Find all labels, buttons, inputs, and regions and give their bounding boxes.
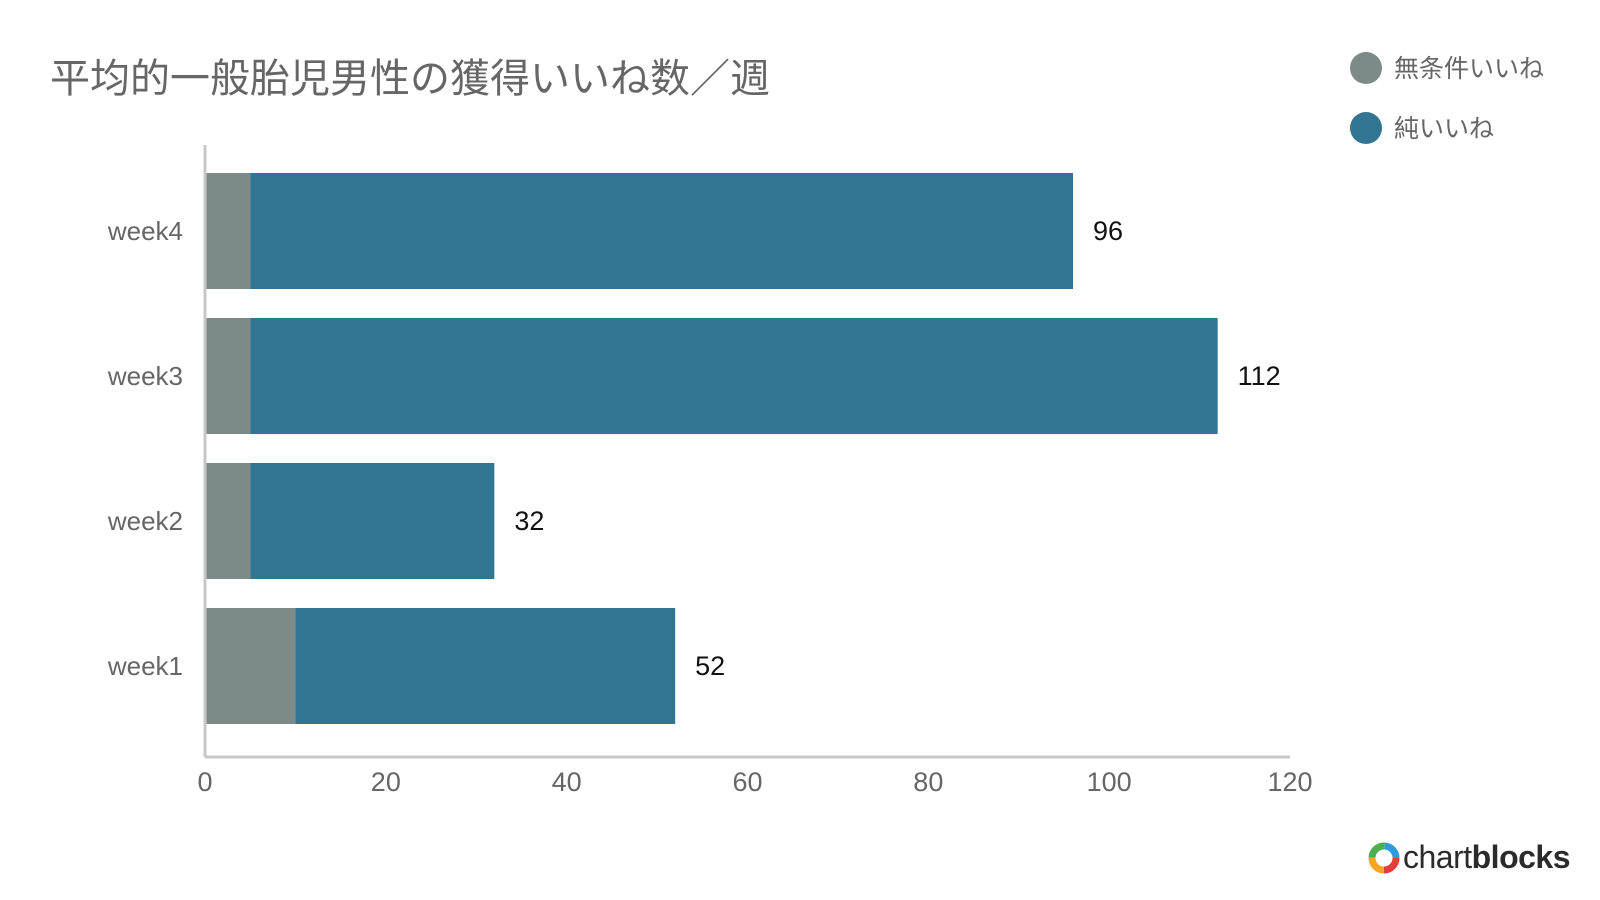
legend-marker [1350, 112, 1382, 144]
x-tick-label: 40 [552, 767, 582, 797]
bar-week4-series2 [250, 173, 1074, 289]
legend-label: 無条件いいね [1394, 54, 1544, 83]
data-label: 52 [695, 651, 725, 681]
bar-week1-series1 [205, 608, 296, 724]
brand-name: chartblocks [1402, 839, 1571, 876]
x-tick-label: 0 [197, 767, 212, 797]
category-label: week1 [107, 651, 183, 681]
x-tick-label: 100 [1087, 767, 1132, 797]
data-label: 32 [514, 506, 544, 536]
chartblocks-ring-icon [1368, 842, 1400, 873]
brand-prefix: chart [1402, 839, 1472, 875]
bar-week2-series2 [250, 463, 495, 579]
category-label: week4 [107, 216, 183, 246]
x-tick-label: 60 [732, 767, 762, 797]
bar-week3-series1 [205, 318, 251, 434]
category-label: week2 [107, 506, 183, 536]
category-label: week3 [107, 361, 183, 391]
data-label: 112 [1238, 361, 1281, 391]
bar-week2-series1 [205, 463, 251, 579]
x-tick-label: 80 [913, 767, 943, 797]
data-label: 96 [1093, 216, 1123, 246]
legend-label: 純いいね [1394, 114, 1494, 143]
brand-suffix: blocks [1471, 839, 1571, 875]
legend-marker [1350, 52, 1382, 84]
bar-week1-series2 [295, 608, 676, 724]
chart-title: 平均的一般胎児男性の獲得いいね数／週 [50, 56, 770, 102]
chartblocks-logo: chartblocks [1367, 839, 1571, 876]
x-tick-label: 120 [1267, 767, 1312, 797]
plot-area: week4 96 week3 112 week2 32 week1 52 0 20 40 60 80 10… [107, 145, 1313, 797]
x-tick-label: 20 [371, 767, 401, 797]
bar-week3-series2 [250, 318, 1218, 434]
bar-week4-series1 [205, 173, 251, 289]
